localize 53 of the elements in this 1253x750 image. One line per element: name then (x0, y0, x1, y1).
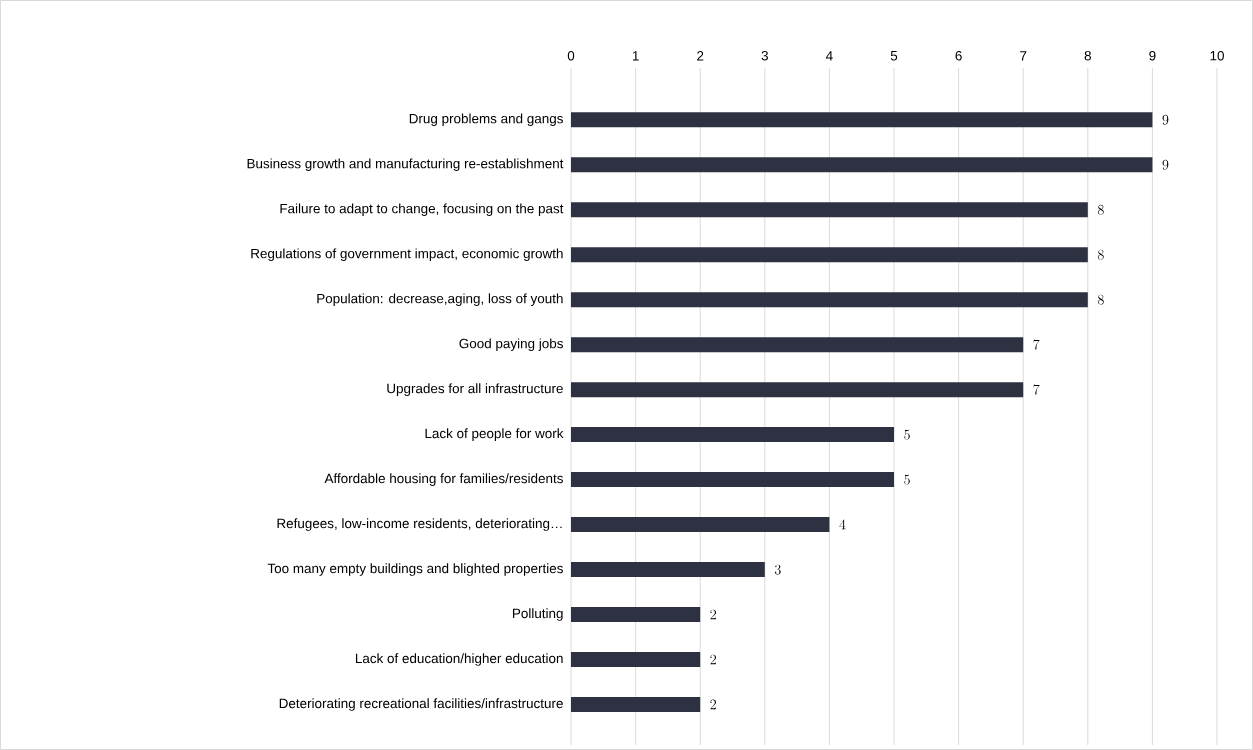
y-tick-label: Upgrades for all infrastructure (387, 383, 563, 396)
y-tick-label: Good paying jobs (459, 338, 563, 351)
x-tick-label: 1 (632, 51, 639, 61)
data-label: 7 (1033, 339, 1040, 350)
bar (571, 112, 1153, 128)
data-label: 2 (710, 609, 717, 620)
x-tick-label: 8 (1084, 50, 1091, 61)
y-tick-label: Regulations of government impact, economic growth (251, 248, 563, 261)
y-tick-label: Population: decrease,aging, loss of youth (317, 293, 563, 306)
y-tick-label: Too many empty buildings and blighted properties (267, 563, 563, 576)
data-label: 8 (1097, 204, 1104, 215)
x-tick-label: 4 (825, 51, 833, 61)
y-tick-label: Business growth and manufacturing re-establishment (247, 158, 564, 171)
bar (571, 202, 1088, 218)
x-tick-label: 2 (697, 51, 704, 61)
data-label: 2 (710, 699, 717, 710)
bar (571, 607, 701, 623)
data-label: 9 (1162, 159, 1169, 170)
bar (571, 472, 895, 488)
bar (571, 562, 765, 578)
data-label: 8 (1097, 294, 1104, 305)
bar (571, 427, 895, 443)
bar (571, 337, 1024, 353)
x-tick-label: 10 (1210, 50, 1224, 61)
y-tick-label: Lack of people for work (425, 428, 564, 441)
x-tick-label: 3 (761, 50, 768, 61)
x-tick-label: 6 (955, 50, 962, 61)
y-tick-label: Affordable housing for families/residents (324, 473, 563, 486)
bar (571, 292, 1088, 308)
data-label: 2 (710, 654, 717, 665)
y-tick-label: Lack of education/higher education (355, 653, 563, 666)
bar (571, 652, 701, 668)
data-label: 5 (904, 429, 910, 440)
bar (571, 517, 830, 533)
bar (571, 697, 701, 713)
y-tick-label: Drug problems and gangs (409, 113, 563, 127)
data-label: 8 (1097, 249, 1104, 260)
y-tick-label: Deteriorating recreational facilities/infrastructure (279, 698, 563, 711)
x-tick-label: 0 (567, 50, 575, 61)
data-label: 3 (774, 564, 781, 575)
data-label: 7 (1033, 384, 1040, 395)
x-tick-label: 5 (890, 51, 898, 61)
data-label: 9 (1162, 114, 1169, 125)
data-label: 4 (839, 519, 846, 530)
bar (571, 247, 1088, 263)
x-tick-label: 7 (1020, 51, 1027, 61)
bar (571, 382, 1024, 398)
bar (571, 157, 1153, 173)
y-tick-label: Polluting (513, 608, 563, 621)
y-tick-label: Failure to adapt to change, focusing on the past (280, 203, 564, 216)
data-label: 5 (904, 474, 910, 485)
x-tick-label: 9 (1149, 50, 1156, 61)
y-tick-label: Refugees, low-income residents, deteriorating… (277, 518, 562, 531)
